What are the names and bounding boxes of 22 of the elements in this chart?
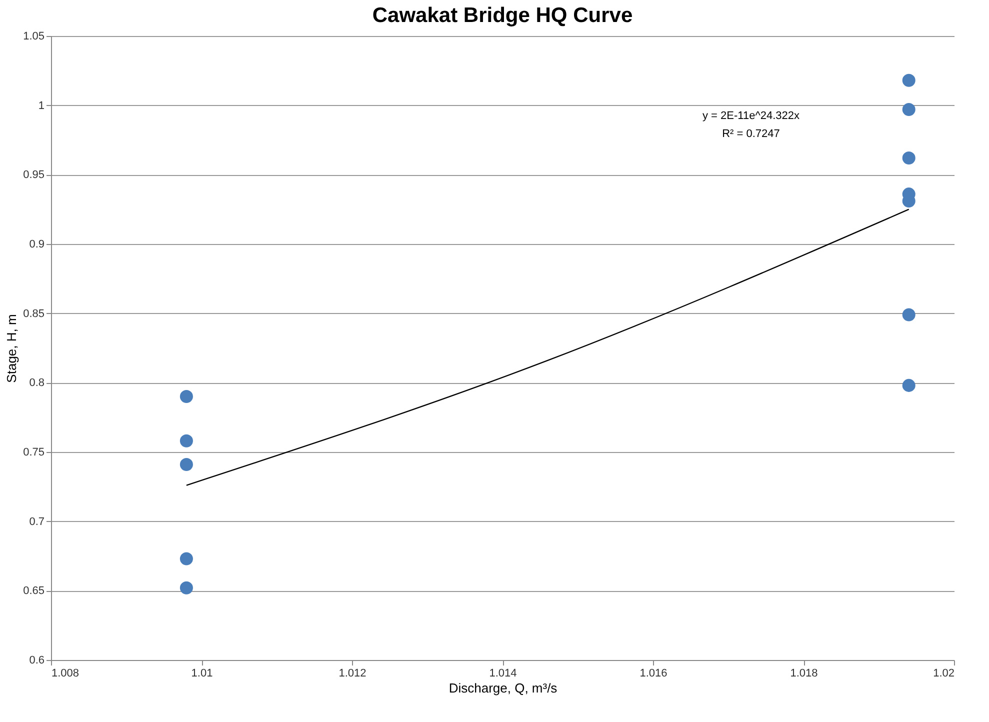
y-tick-label: 1 [38,100,44,112]
x-axis-title: Discharge, Q, m³/s [448,680,558,696]
y-tick-label: 0.95 [23,169,44,182]
x-tick-label: 1.016 [640,668,668,680]
y-tick-label: 0.75 [23,446,44,458]
y-tick-label: 0.9 [29,238,44,250]
x-tick-label: 1.02 [933,668,954,680]
y-tick-label: 0.7 [29,516,44,528]
x-tick-label: 1.014 [489,668,517,680]
x-tick-label: 1.008 [52,668,80,680]
y-tick-label: 0.6 [29,654,44,666]
y-tick-label: 0.85 [23,308,44,320]
y-axis-title: Stage, H, m [4,314,20,383]
y-tick-label: 0.65 [23,585,44,598]
annotation: R² = 0.7247 [722,128,780,140]
y-tick-label: 0.8 [29,377,44,390]
annotation: y = 2E-11e^24.322x [702,110,800,122]
x-tick-label: 1.018 [790,668,818,680]
y-tick-label: 1.05 [23,30,44,42]
chart-title: Cawakat Bridge HQ Curve [372,4,633,27]
x-tick-label: 1.01 [191,668,213,680]
x-tick-label: 1.012 [338,668,366,680]
